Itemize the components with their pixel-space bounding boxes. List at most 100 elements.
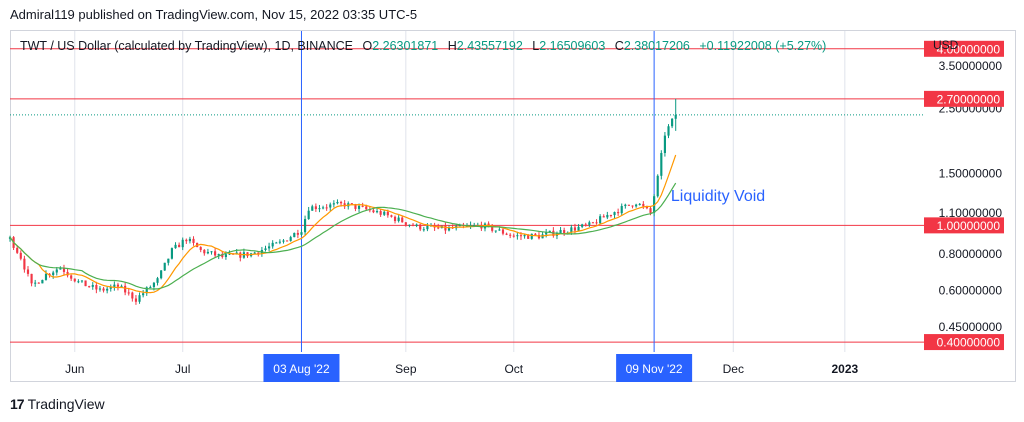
candle-body (667, 126, 670, 136)
candle-body (116, 284, 120, 287)
candle-body (372, 210, 375, 213)
candle-body (149, 286, 152, 288)
candle-body (134, 298, 138, 302)
date-marker-tag (263, 354, 340, 382)
price-axis: 3.500000002.500000001.500000001.10000000… (924, 40, 1004, 351)
candle-body (289, 237, 292, 241)
candle-body (404, 222, 407, 225)
candle-body (102, 288, 105, 291)
candle-body (181, 239, 184, 248)
moving-averages (9, 154, 677, 294)
candle-body (106, 288, 109, 291)
candle-body (109, 286, 112, 289)
candle-body (253, 252, 256, 254)
candle-body (214, 251, 217, 256)
candle-body (591, 222, 595, 224)
candle-body (98, 288, 102, 290)
symbol-legend: TWT / US Dollar (calculated by TradingVi… (20, 39, 826, 53)
candle-body (638, 203, 641, 205)
candle-body (152, 282, 156, 287)
time-tick-label: Oct (504, 362, 523, 376)
change-value: +0.11922008 (+5.27%) (699, 39, 827, 53)
tradingview-logo-icon: 17 (10, 396, 25, 412)
candle-body (545, 232, 548, 235)
annotation-label: Liquidity Void (671, 188, 765, 205)
close-key: C (614, 39, 624, 53)
candle-body (613, 212, 616, 216)
candle-body (16, 247, 19, 253)
time-tick-label: Jul (175, 362, 190, 376)
candle-body (30, 273, 33, 284)
candle-body (321, 207, 325, 209)
date-marker-label: 09 Nov '22 (626, 362, 683, 376)
candle-body (620, 206, 623, 214)
candle-body (509, 234, 512, 236)
date-marker-label: 03 Aug '22 (273, 362, 330, 376)
candle-body (199, 247, 202, 250)
candle-body (635, 204, 638, 207)
candle-body (52, 272, 55, 276)
candle-body (422, 229, 425, 231)
candle-body (559, 230, 562, 234)
grid (74, 31, 846, 352)
candle-body (361, 205, 364, 207)
candle-body (473, 225, 476, 227)
candle-body (296, 232, 299, 235)
candle-body (336, 201, 339, 204)
candle-body (163, 262, 166, 271)
candle-body (174, 244, 177, 249)
candle-body (624, 204, 627, 207)
high-value: 2.43557192 (456, 39, 523, 53)
candle-body (386, 211, 389, 216)
moving-average-line (9, 182, 677, 290)
time-tick-label: Jun (65, 362, 84, 376)
candles (8, 98, 677, 305)
candle-body (23, 258, 26, 270)
candle-body (660, 153, 663, 176)
candle-body (66, 271, 69, 276)
candle-body (142, 293, 145, 296)
candle-body (548, 230, 551, 233)
candle-body (329, 204, 332, 208)
candle-body (573, 227, 577, 231)
candle-body (167, 258, 170, 263)
candle-body (530, 233, 533, 239)
price-tick-label: 3.50000000 (939, 59, 1003, 73)
candle-body (383, 211, 386, 215)
candle-body (170, 248, 174, 259)
candle-body (73, 278, 76, 282)
level-tag-label: 2.70000000 (937, 92, 1001, 106)
candle-body (437, 227, 440, 229)
candle-body (120, 285, 123, 287)
candle-body (645, 206, 649, 209)
candle-body (411, 224, 415, 226)
candle-body (275, 242, 278, 244)
candle-body (390, 215, 393, 217)
candle-body (84, 280, 87, 287)
chart-frame[interactable] (10, 30, 1016, 382)
candle-body (70, 275, 73, 279)
candle-body (185, 239, 188, 242)
footer-brand[interactable]: 17 TradingView (10, 396, 105, 412)
currency-label[interactable]: USD (933, 38, 959, 52)
level-tag-label: 4.00000000 (937, 42, 1001, 56)
candle-body (210, 251, 213, 253)
candle-body (221, 254, 224, 258)
candle-body (188, 238, 192, 242)
candle-body (444, 225, 447, 231)
candle-body (606, 214, 609, 218)
candle-body (37, 282, 40, 284)
candle-body (393, 216, 397, 222)
candle-body (494, 230, 497, 232)
candle-body (127, 292, 130, 294)
candle-body (303, 219, 307, 233)
candle-body (145, 287, 148, 294)
candle-body (602, 216, 605, 218)
candle-body (332, 203, 335, 205)
candle-body (631, 205, 634, 207)
price-tick-label: 0.60000000 (939, 283, 1003, 297)
open-key: O (362, 39, 373, 53)
candle-body (501, 229, 505, 234)
low-key: L (532, 39, 540, 53)
